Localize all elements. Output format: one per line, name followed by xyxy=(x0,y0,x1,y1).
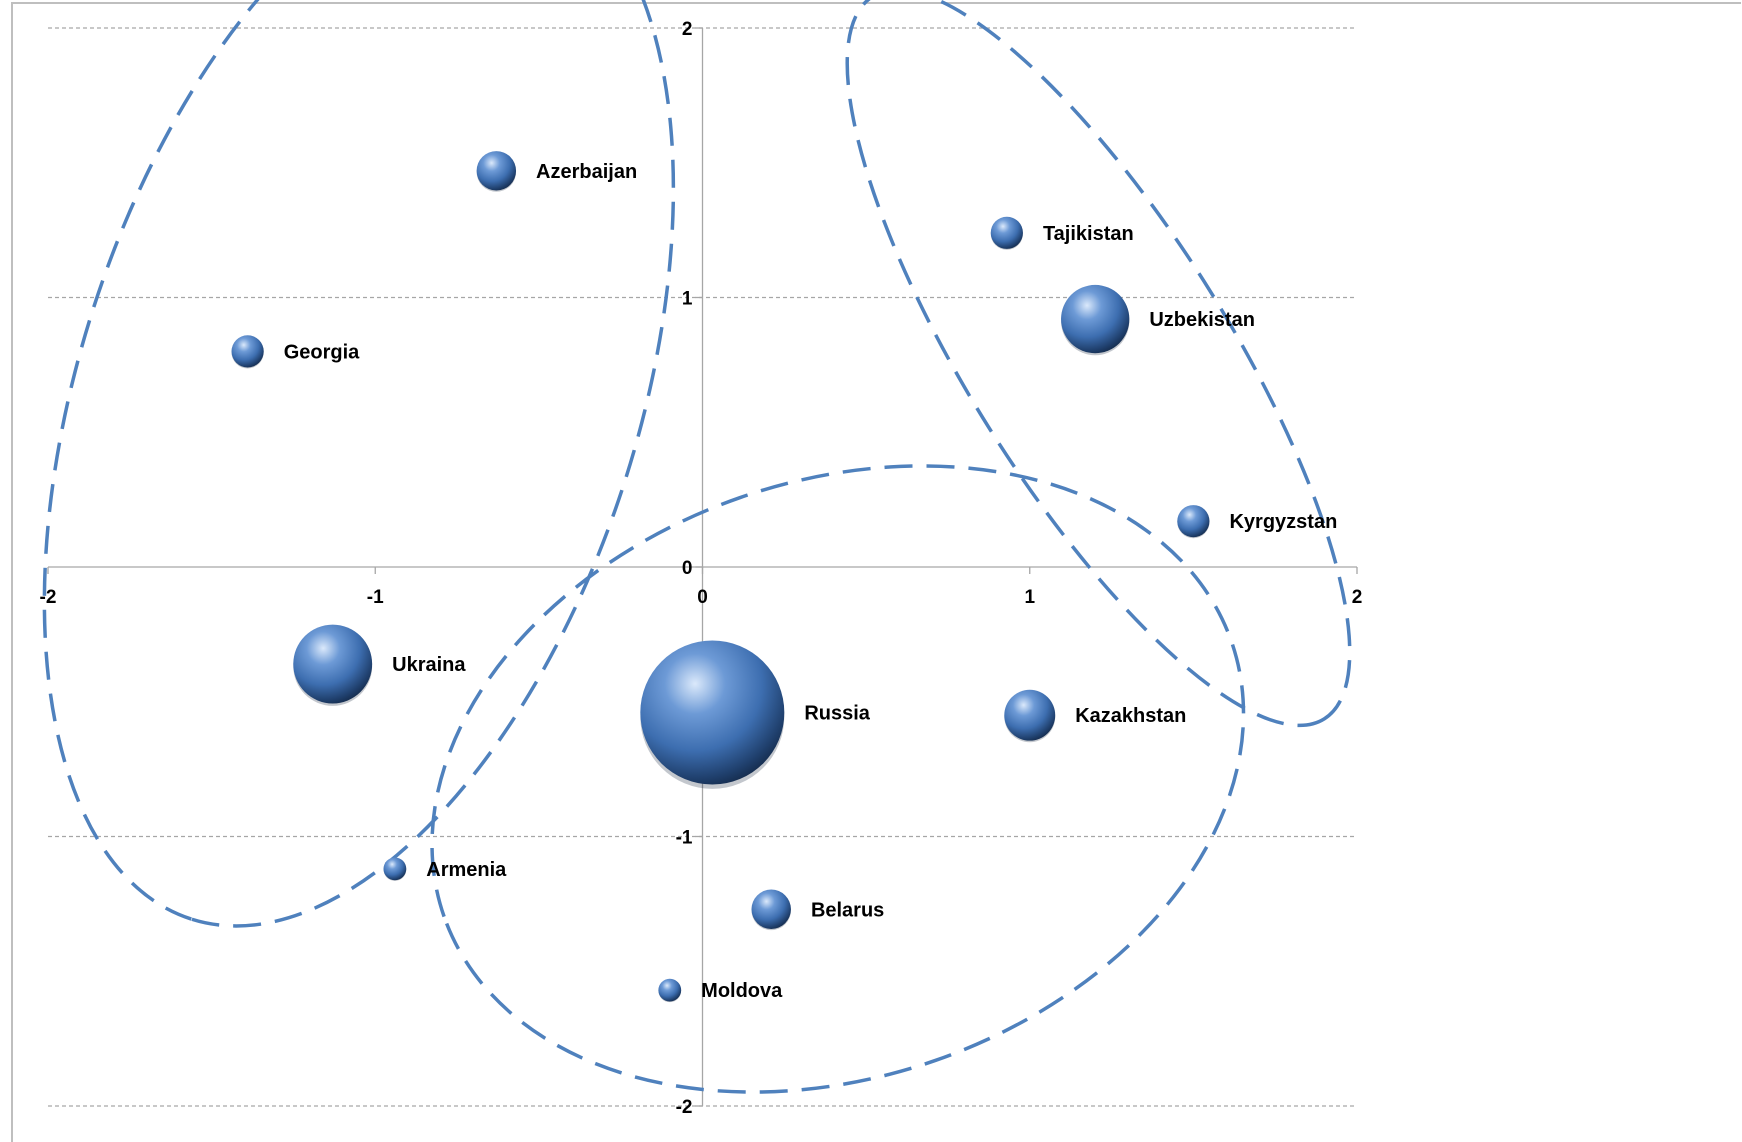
bubble-armenia xyxy=(383,857,407,881)
x-tick-label: 0 xyxy=(697,587,708,608)
tick-labels: -2 -1 0 1 2 2 1 0 -1 -2 xyxy=(40,19,1363,1118)
point-label-moldova: Moldova xyxy=(701,980,783,1002)
point-label-armenia: Armenia xyxy=(426,859,507,881)
bubble-kyrgyzstan xyxy=(1177,505,1210,538)
y-tick-label: -1 xyxy=(676,828,693,849)
x-tick-label: 1 xyxy=(1024,587,1035,608)
point-label-azerbaijan: Azerbaijan xyxy=(536,161,637,183)
cluster-outline-group-2 xyxy=(845,0,1352,728)
point-label-ukraina: Ukraina xyxy=(392,654,466,676)
x-tick-label: -1 xyxy=(367,587,384,608)
cluster-outline-group-1 xyxy=(42,0,676,928)
bubble-uzbekistan xyxy=(1061,284,1130,354)
y-tick-label: 1 xyxy=(682,289,693,310)
chart-frame xyxy=(11,2,1741,1142)
point-label-belarus: Belarus xyxy=(811,899,884,921)
bubble-russia xyxy=(640,640,785,785)
bubble-belarus xyxy=(751,889,791,929)
cluster-outline-group-3 xyxy=(430,464,1246,1094)
point-label-georgia: Georgia xyxy=(284,341,360,363)
y-tick-label: 2 xyxy=(682,19,693,40)
point-label-kyrgyzstan: Kyrgyzstan xyxy=(1229,511,1337,533)
cluster-outlines xyxy=(42,0,1352,1094)
bubble-azerbaijan xyxy=(476,151,517,191)
point-label-kazakhstan: Kazakhstan xyxy=(1075,705,1186,727)
axes xyxy=(47,27,1358,1107)
bubble-tajikistan xyxy=(990,216,1023,249)
point-label-tajikistan: Tajikistan xyxy=(1043,223,1134,245)
bubble-moldova xyxy=(658,978,682,1002)
bubble-kazakhstan xyxy=(1004,689,1056,741)
y-tick-label: -2 xyxy=(676,1097,693,1118)
point-label-russia: Russia xyxy=(804,703,870,725)
point-labels: Azerbaijan Georgia Ukraina Armenia Moldova Ru… xyxy=(284,161,1338,1002)
bubble-georgia xyxy=(231,335,264,368)
bubble-ukraina xyxy=(293,624,373,704)
x-tick-label: -2 xyxy=(40,587,57,608)
x-tick-label: 2 xyxy=(1352,587,1363,608)
point-label-uzbekistan: Uzbekistan xyxy=(1149,309,1255,331)
bubbles xyxy=(231,151,1210,1003)
y-tick-label: 0 xyxy=(682,558,693,579)
